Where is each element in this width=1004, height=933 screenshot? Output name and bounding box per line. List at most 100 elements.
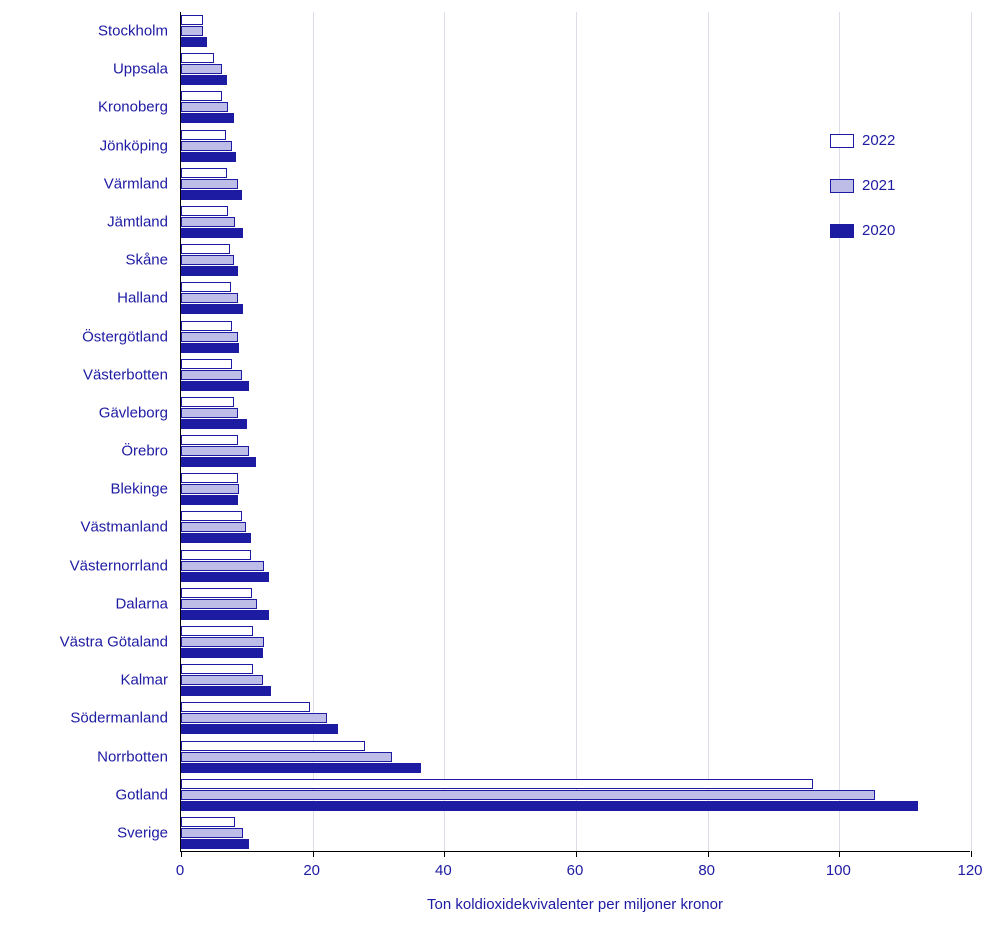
y-category-label: Skåne: [0, 252, 168, 269]
legend-swatch-2020: [830, 224, 854, 238]
bar: [181, 206, 228, 216]
bar: [181, 37, 207, 47]
bar: [181, 282, 231, 292]
legend-label-2020: 2020: [862, 222, 895, 239]
bar: [181, 141, 232, 151]
x-tick: [971, 851, 972, 857]
bar: [181, 599, 257, 609]
bar: [181, 724, 338, 734]
bar: [181, 741, 365, 751]
bar: [181, 457, 256, 467]
bar: [181, 752, 392, 762]
y-category-label: Blekinge: [0, 481, 168, 498]
bar: [181, 91, 222, 101]
x-tick-label: 80: [698, 862, 715, 879]
bar: [181, 293, 238, 303]
bar: [181, 828, 243, 838]
bar: [181, 648, 263, 658]
bar: [181, 484, 239, 494]
y-category-label: Norrbotten: [0, 748, 168, 765]
y-category-label: Västernorrland: [0, 557, 168, 574]
y-category-label: Örebro: [0, 443, 168, 460]
bar: [181, 343, 239, 353]
x-tick-label: 40: [435, 862, 452, 879]
bar: [181, 168, 227, 178]
legend-item-2020: 2020: [830, 222, 895, 239]
y-category-label: Kronoberg: [0, 99, 168, 116]
y-category-label: Kalmar: [0, 672, 168, 689]
gridline: [444, 12, 445, 851]
bar: [181, 702, 310, 712]
bar: [181, 419, 247, 429]
bar: [181, 817, 235, 827]
bar: [181, 15, 203, 25]
x-tick-label: 120: [957, 862, 982, 879]
legend-item-2021: 2021: [830, 177, 895, 194]
bar: [181, 102, 228, 112]
x-tick: [839, 851, 840, 857]
legend: 2022 2021 2020: [830, 132, 895, 267]
bar: [181, 495, 238, 505]
bar: [181, 626, 253, 636]
x-tick-label: 100: [826, 862, 851, 879]
y-category-label: Stockholm: [0, 23, 168, 40]
gridline: [708, 12, 709, 851]
bar: [181, 26, 203, 36]
bar: [181, 359, 232, 369]
y-category-label: Jönköping: [0, 137, 168, 154]
y-category-label: Gotland: [0, 786, 168, 803]
x-tick-label: 20: [303, 862, 320, 879]
bar: [181, 179, 238, 189]
bar: [181, 572, 269, 582]
legend-label-2021: 2021: [862, 177, 895, 194]
y-category-label: Västra Götaland: [0, 634, 168, 651]
y-category-label: Uppsala: [0, 61, 168, 78]
bar: [181, 304, 243, 314]
bar: [181, 713, 327, 723]
bar: [181, 64, 222, 74]
chart-container: Ton koldioxidekvivalenter per miljoner k…: [0, 0, 1004, 933]
bar: [181, 511, 242, 521]
x-tick: [181, 851, 182, 857]
bar: [181, 686, 271, 696]
x-tick: [708, 851, 709, 857]
legend-item-2022: 2022: [830, 132, 895, 149]
x-tick-label: 60: [567, 862, 584, 879]
bar: [181, 321, 232, 331]
bar: [181, 561, 264, 571]
bar: [181, 675, 263, 685]
x-tick: [444, 851, 445, 857]
bar: [181, 381, 249, 391]
bar: [181, 255, 234, 265]
y-category-label: Östergötland: [0, 328, 168, 345]
bar: [181, 610, 269, 620]
gridline: [576, 12, 577, 851]
bar: [181, 839, 249, 849]
bar: [181, 533, 251, 543]
bar: [181, 53, 214, 63]
bar: [181, 152, 236, 162]
bar: [181, 522, 246, 532]
bar: [181, 228, 243, 238]
bar: [181, 473, 238, 483]
legend-swatch-2021: [830, 179, 854, 193]
bar: [181, 435, 238, 445]
bar: [181, 763, 421, 773]
y-category-label: Värmland: [0, 175, 168, 192]
y-category-label: Gävleborg: [0, 404, 168, 421]
bar: [181, 75, 227, 85]
bar: [181, 664, 253, 674]
bar: [181, 408, 238, 418]
x-tick-label: 0: [176, 862, 184, 879]
bar: [181, 113, 234, 123]
y-category-label: Sverige: [0, 824, 168, 841]
bar: [181, 130, 226, 140]
bar: [181, 244, 230, 254]
legend-swatch-2022: [830, 134, 854, 148]
x-tick: [313, 851, 314, 857]
x-axis-title: Ton koldioxidekvivalenter per miljoner k…: [427, 896, 723, 913]
y-category-label: Västerbotten: [0, 366, 168, 383]
legend-label-2022: 2022: [862, 132, 895, 149]
bar: [181, 790, 875, 800]
y-category-label: Dalarna: [0, 595, 168, 612]
